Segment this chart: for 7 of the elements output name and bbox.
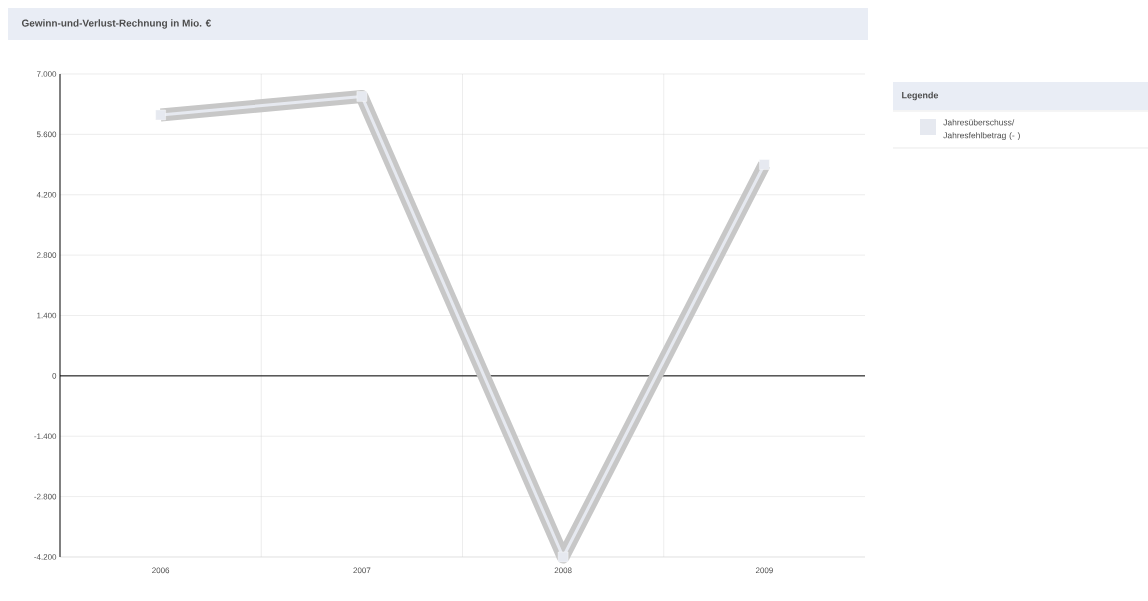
point xyxy=(759,159,770,170)
legend-title: Legende xyxy=(902,91,939,101)
chart-title: Gewinn-und-Verlust-Rechnung in Mio. € xyxy=(21,19,212,29)
point xyxy=(356,91,368,102)
point xyxy=(155,109,166,121)
point xyxy=(557,551,569,563)
legend-label: Jahresüberschuss/ Jahresfehlbetrag (- ) xyxy=(943,119,1020,141)
